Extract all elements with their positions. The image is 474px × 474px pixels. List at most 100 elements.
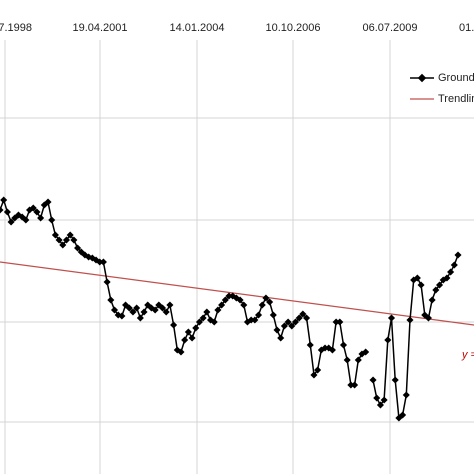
x-tick-label: 14.01.2004 <box>169 22 224 34</box>
point <box>266 298 274 306</box>
point <box>37 214 45 222</box>
point <box>62 236 71 244</box>
point <box>255 311 263 319</box>
annotation: y = <box>461 349 474 361</box>
trendline <box>0 261 474 326</box>
point <box>118 312 126 320</box>
point <box>413 274 421 282</box>
legend: Groundl Trendlin <box>410 72 474 105</box>
point <box>107 296 115 304</box>
point <box>22 216 30 224</box>
x-tick-label: 01. <box>459 22 474 34</box>
point <box>310 371 318 379</box>
x-tick-label: 19.04.2001 <box>72 22 127 34</box>
legend-label: Trendlin <box>438 93 474 105</box>
point <box>133 304 141 312</box>
point <box>74 244 82 252</box>
point <box>362 348 370 356</box>
point <box>70 236 78 244</box>
point <box>166 301 174 309</box>
point <box>336 318 344 326</box>
point <box>48 216 56 224</box>
point <box>59 241 67 249</box>
point <box>321 344 329 352</box>
point <box>240 301 248 309</box>
point <box>195 318 203 326</box>
point <box>125 304 133 312</box>
point <box>177 348 185 356</box>
point <box>221 296 229 304</box>
point <box>369 376 377 384</box>
point <box>303 314 311 322</box>
point <box>273 326 281 334</box>
point <box>99 258 107 266</box>
point <box>192 324 200 332</box>
point <box>280 322 288 330</box>
point <box>391 376 399 384</box>
point <box>328 346 336 354</box>
point <box>380 396 388 404</box>
x-tick-label: 06.07.2009 <box>362 22 417 34</box>
point <box>51 231 59 239</box>
point <box>299 310 307 318</box>
point <box>262 294 270 302</box>
point <box>66 231 74 239</box>
point <box>288 322 296 330</box>
point <box>136 314 144 322</box>
point <box>406 316 414 324</box>
point <box>277 334 285 342</box>
point <box>7 218 15 226</box>
point <box>181 336 189 344</box>
point <box>347 381 355 389</box>
legend-marker <box>417 73 427 83</box>
point <box>314 366 322 374</box>
point <box>29 204 37 212</box>
point <box>450 261 458 269</box>
point <box>162 308 170 316</box>
point <box>447 268 455 276</box>
point <box>339 341 348 349</box>
point <box>103 278 111 286</box>
point <box>428 296 436 304</box>
point <box>184 328 192 336</box>
grid <box>0 40 474 474</box>
point <box>158 304 167 312</box>
point <box>454 251 462 259</box>
point <box>151 306 159 314</box>
point <box>343 356 351 364</box>
point <box>129 308 137 316</box>
x-tick-label: 7.1998 <box>0 22 32 34</box>
point <box>351 381 359 389</box>
point <box>110 306 119 314</box>
point <box>424 314 432 322</box>
point <box>332 318 340 326</box>
legend-label: Groundl <box>438 72 474 84</box>
point <box>236 296 244 304</box>
point <box>0 206 4 214</box>
point <box>218 301 226 309</box>
point <box>3 208 11 216</box>
point <box>140 308 148 316</box>
point <box>44 198 52 206</box>
point <box>432 286 440 294</box>
point <box>384 336 392 344</box>
point <box>284 318 292 326</box>
point <box>188 334 196 342</box>
point <box>210 318 218 326</box>
point <box>354 356 362 364</box>
point <box>199 314 207 322</box>
x-tick-label: 10.10.2006 <box>265 22 320 34</box>
point <box>258 301 266 309</box>
point <box>387 314 396 322</box>
point <box>435 281 444 289</box>
point <box>399 411 407 419</box>
point <box>291 318 300 326</box>
point <box>55 236 63 244</box>
point <box>214 306 222 314</box>
point <box>376 401 384 409</box>
point <box>170 321 178 329</box>
point <box>0 196 8 204</box>
point <box>373 394 381 402</box>
point <box>203 308 211 316</box>
